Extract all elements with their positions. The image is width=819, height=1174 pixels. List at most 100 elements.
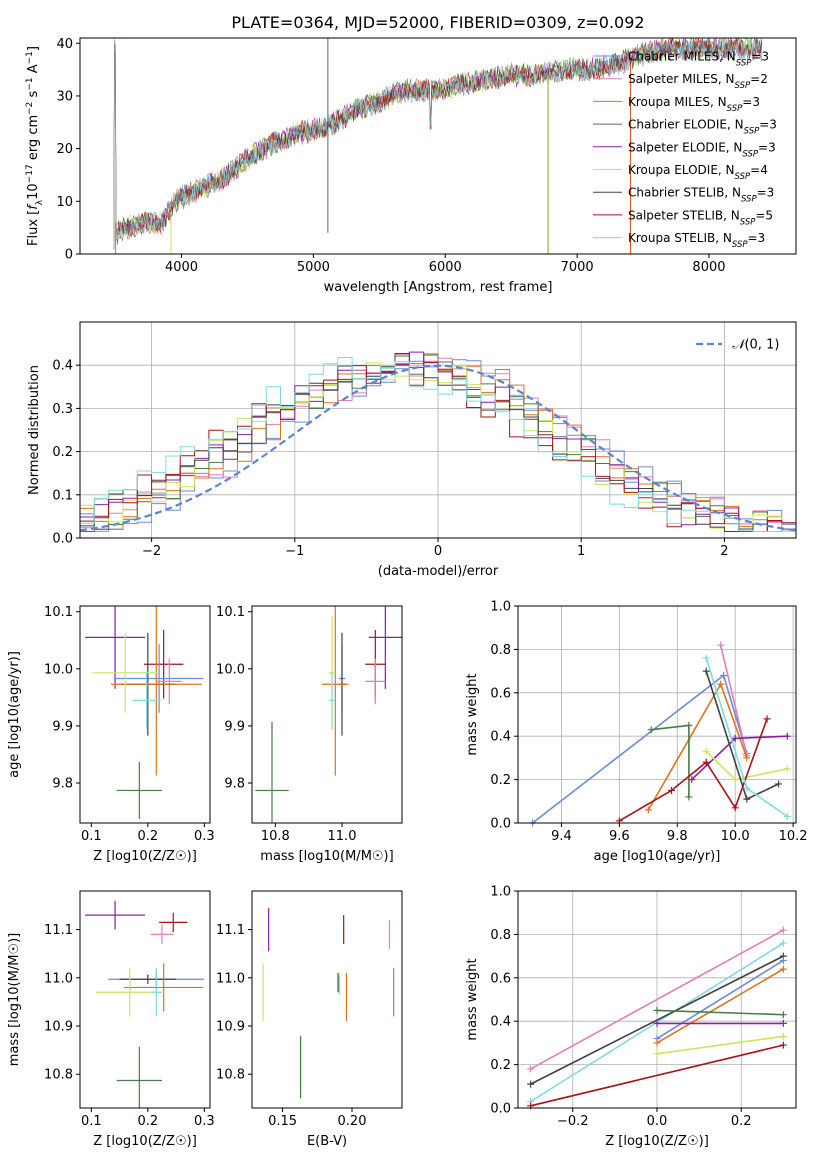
axes-frame	[79, 321, 797, 539]
x-tick-label: −1	[285, 544, 304, 559]
series-marker	[653, 1050, 661, 1058]
series-line	[656, 1009, 784, 1016]
y-axis-label-part: −1	[25, 51, 35, 64]
x-tick-label: 0.1	[81, 1114, 102, 1129]
errorbar-point	[111, 606, 202, 776]
y-tick-label: 0.4	[52, 359, 73, 374]
errorbar-point	[150, 924, 174, 945]
legend-value: =3	[757, 186, 775, 200]
x-tick-label: 2	[720, 544, 728, 559]
series-line	[656, 1035, 784, 1055]
legend-value: =3	[751, 50, 769, 64]
y-tick-label: 10.8	[216, 1068, 245, 1083]
x-axis-label: Z [log10(Z/Z☉)]	[93, 1134, 197, 1149]
y-tick-label: 0.2	[490, 773, 511, 788]
legend-value: =4	[750, 163, 768, 177]
legend-label: 𝒩(0, 1)	[732, 338, 779, 353]
y-tick-label: 9.9	[224, 719, 245, 734]
y-tick-label: 0.1	[52, 488, 73, 503]
y-tick-label: 0.0	[490, 817, 511, 832]
spectrum-panel: 4000 5000 6000 7000 8000 0 10 20 30 40 Chabrier MI…	[25, 37, 797, 295]
series-marker	[779, 1032, 787, 1040]
errorbar-point	[150, 968, 162, 1017]
legend-label: Kroupa STELIB, NSSP=3	[628, 231, 765, 250]
series-marker	[653, 1039, 661, 1047]
x-tick-label: 7000	[561, 260, 594, 275]
series-marker	[779, 1011, 787, 1019]
residual-distribution-panel: −2 −1 0 1 2 0.0 0.1 0.2 0.3 0.4 𝒩(0, 1) (data-model…	[27, 321, 797, 579]
errorbar-point	[116, 1046, 162, 1108]
legend-subscript: SSP	[727, 104, 743, 114]
y-axis-label: age [log10(age/yr)]	[7, 651, 22, 778]
series-marker	[702, 654, 710, 662]
y-tick-label: 0.2	[52, 445, 73, 460]
series-marker	[779, 956, 787, 964]
y-tick-label: 10.1	[44, 605, 73, 620]
series-marker	[702, 667, 710, 675]
y-axis-label-part: erg cm	[26, 115, 41, 164]
x-tick-label: 1	[577, 544, 585, 559]
x-tick-label: 0.0	[647, 1114, 668, 1129]
figure-title: PLATE=0364, MJD=52000, FIBERID=0309, z=0…	[231, 13, 644, 32]
mass-weight-series	[653, 965, 787, 1047]
y-tick-label: 10	[56, 195, 73, 210]
y-tick-label: 11.1	[44, 923, 73, 938]
legend-value: =3	[758, 140, 776, 154]
mass-weight-series	[702, 667, 783, 803]
legend-subscript: SSP	[736, 59, 752, 69]
errorbar-point	[159, 912, 188, 932]
series-marker	[783, 812, 791, 820]
spectrum-model-line	[113, 38, 762, 249]
normal-curve	[80, 364, 796, 532]
histogram-series	[80, 357, 796, 532]
y-tick-label: 9.8	[224, 777, 245, 792]
mass-weight-series	[644, 680, 751, 814]
legend-value: =3	[759, 118, 777, 132]
y-axis-label: mass [log10(M/M☉)]	[7, 933, 22, 1066]
x-tick-label: 0.1	[81, 829, 102, 844]
series-marker	[653, 1019, 661, 1027]
mass-weight-series	[688, 732, 791, 784]
errorbar-point	[116, 761, 162, 820]
legend-subscript: SSP	[742, 149, 758, 159]
x-tick-label: 0.20	[338, 1114, 367, 1129]
x-tick-label: 0.3	[194, 829, 215, 844]
axes-frame	[79, 37, 797, 255]
x-tick-label: 0.2	[137, 1114, 158, 1129]
errorbar-point	[322, 606, 349, 776]
axes-frame	[517, 605, 797, 824]
errorbar-point	[119, 974, 177, 985]
age-vs-mass-panel: 10.8 11.0 9.8 9.9 10.0 10.1 mass [log10(M/M☉)]	[216, 605, 403, 864]
legend-value: =3	[742, 95, 760, 109]
series-marker	[779, 1041, 787, 1049]
x-tick-label: 0.2	[137, 829, 158, 844]
y-tick-label: 11.0	[216, 971, 245, 986]
mass-weight-series	[653, 1006, 787, 1019]
y-tick-label: 0.0	[52, 532, 73, 547]
y-tick-label: 0.8	[490, 643, 511, 658]
errorbars	[262, 907, 395, 1099]
grid	[518, 605, 796, 824]
mass-weight-series	[653, 1032, 787, 1058]
series-lines	[527, 926, 787, 1110]
errorbars	[255, 606, 402, 823]
series-marker	[779, 965, 787, 973]
y-tick-label: 1.0	[490, 885, 511, 900]
mass-weight-series	[615, 715, 771, 825]
x-tick-label: 6000	[429, 260, 462, 275]
y-axis-label-part: ]	[26, 46, 41, 51]
x-tick-label: 9.8	[667, 829, 688, 844]
y-axis-label: Flux [fλ10−17 erg cm−2 s−1 A−1]	[25, 46, 45, 246]
series-marker	[702, 747, 710, 755]
legend-label: Salpeter STELIB, NSSP=5	[628, 208, 773, 227]
series-marker	[647, 726, 655, 734]
x-axis-label: wavelength [Angstrom, rest frame]	[324, 280, 553, 295]
histogram-series	[80, 353, 796, 532]
legend-label: Chabrier STELIB, NSSP=3	[628, 186, 774, 205]
y-axis-label-part: s	[26, 90, 41, 101]
x-tick-label: 0.15	[268, 1114, 297, 1129]
y-tick-label: 0	[65, 248, 73, 263]
mass-weight-series	[527, 1041, 787, 1110]
y-axis-label: mass weight	[465, 958, 480, 1040]
